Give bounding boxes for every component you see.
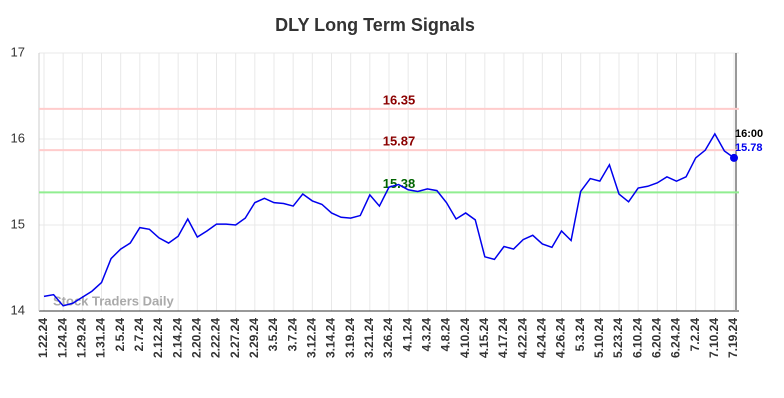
x-tick-label: 4.17.24 <box>496 318 510 358</box>
x-tick-label: 7.19.24 <box>726 318 740 358</box>
x-tick-label: 7.2.24 <box>688 318 702 352</box>
signal-label: 15.87 <box>383 134 416 149</box>
x-tick-label: 1.24.24 <box>55 318 69 358</box>
x-tick-label: 4.24.24 <box>535 318 549 358</box>
x-tick-label: 2.29.24 <box>247 318 261 358</box>
x-tick-label: 2.7.24 <box>132 318 146 352</box>
x-tick-label: 1.22.24 <box>36 318 50 358</box>
x-tick-label: 4.22.24 <box>515 318 529 358</box>
x-tick-label: 2.5.24 <box>113 318 127 352</box>
x-tick-label: 1.29.24 <box>75 318 89 358</box>
x-tick-label: 4.3.24 <box>420 318 434 352</box>
y-tick-label: 14 <box>11 302 25 317</box>
x-tick-label: 5.23.24 <box>611 318 625 358</box>
watermark: Stock Traders Daily <box>53 293 174 308</box>
signal-label: 16.35 <box>383 92 416 107</box>
x-tick-label: 6.10.24 <box>630 318 644 358</box>
x-tick-label: 4.26.24 <box>554 318 568 358</box>
chart-title: DLY Long Term Signals <box>275 15 475 35</box>
y-tick-label: 17 <box>11 44 25 59</box>
x-tick-label: 3.7.24 <box>285 318 299 352</box>
y-tick-label: 15 <box>11 216 25 231</box>
x-tick-label: 3.5.24 <box>266 318 280 352</box>
x-tick-label: 4.8.24 <box>439 318 453 352</box>
last-value: 15.78 <box>735 142 763 154</box>
x-tick-label: 3.12.24 <box>305 318 319 358</box>
last-time: 16:00 <box>735 128 763 140</box>
x-tick-label: 4.1.24 <box>400 318 414 352</box>
x-tick-label: 6.20.24 <box>650 318 664 358</box>
x-tick-label: 3.21.24 <box>362 318 376 358</box>
x-tick-label: 2.27.24 <box>228 318 242 358</box>
x-tick-label: 3.19.24 <box>343 318 357 358</box>
x-tick-label: 7.10.24 <box>707 318 721 358</box>
x-tick-label: 4.10.24 <box>458 318 472 358</box>
x-tick-label: 5.3.24 <box>573 318 587 352</box>
x-tick-label: 2.22.24 <box>209 318 223 358</box>
x-tick-label: 2.14.24 <box>170 318 184 358</box>
x-tick-label: 1.31.24 <box>94 318 108 358</box>
x-tick-label: 4.15.24 <box>477 318 491 358</box>
x-tick-label: 5.10.24 <box>592 318 606 358</box>
y-tick-label: 16 <box>11 130 25 145</box>
price-line <box>43 132 735 307</box>
last-point <box>730 153 738 162</box>
x-tick-label: 3.14.24 <box>324 318 338 358</box>
x-tick-label: 3.26.24 <box>381 318 395 358</box>
x-tick-label: 2.20.24 <box>190 318 204 358</box>
x-tick-label: 6.24.24 <box>669 318 683 358</box>
x-tick-label: 2.12.24 <box>151 318 165 358</box>
